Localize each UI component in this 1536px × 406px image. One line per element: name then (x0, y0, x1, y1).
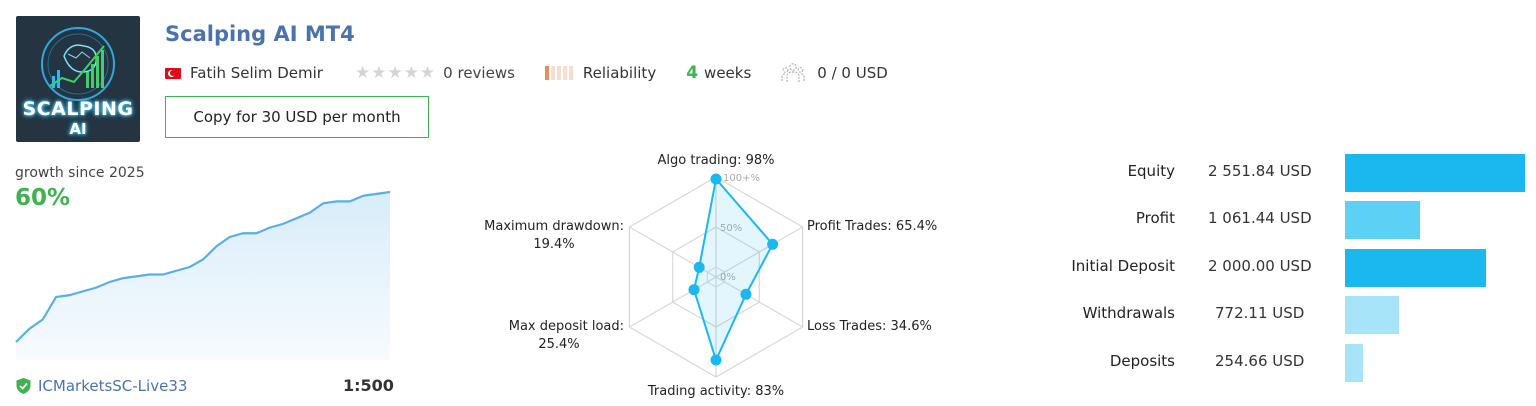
logo-text: SCALPING (22, 98, 134, 120)
broker-server[interactable]: ICMarketsSC-Live33 (15, 377, 187, 395)
radar-point-profit-trades[interactable] (767, 238, 779, 250)
radar-value-max-drawdown: 19.4% (533, 237, 574, 252)
balance-bar-equity (1345, 154, 1525, 192)
signal-meta-row: Fatih Selim Demir ★★★★★ 0 reviews Reliab… (165, 62, 888, 84)
logo-text-ai: AI (69, 120, 87, 138)
radar-axis-line (629, 276, 717, 328)
reliability-bars-icon (544, 66, 575, 80)
radar-scale-max: 100+% (723, 173, 760, 184)
signal-title[interactable]: Scalping AI MT4 (165, 22, 355, 46)
balance-label: Profit (1135, 209, 1175, 227)
radar-point-max-drawdown[interactable] (693, 261, 705, 273)
balance-value: 2 000.00 USD (1208, 257, 1312, 275)
radar-point-loss-trades[interactable] (740, 288, 752, 300)
weeks-label: weeks (704, 64, 752, 82)
balance-row-deposits: Deposits 254.66 USD (1040, 344, 1530, 382)
rating-stars-icon: ★★★★★ (354, 63, 437, 83)
balance-value: 1 061.44 USD (1208, 209, 1312, 227)
copy-subscribe-button[interactable]: Copy for 30 USD per month (165, 96, 429, 138)
turkey-flag-icon (165, 67, 181, 79)
brain-chart-icon (41, 27, 115, 101)
radar-chart: 100+% 50% 0% Algo trading: 98% Profit Tr… (484, 153, 937, 399)
reliability-label: Reliability (582, 64, 657, 82)
balance-label: Deposits (1109, 352, 1175, 370)
balance-value: 2 551.84 USD (1208, 162, 1312, 180)
radar-point-algo-trading[interactable] (710, 173, 722, 185)
radar-label-algo-trading: Algo trading: 98% (657, 153, 774, 168)
growth-label: growth since 2025 (15, 165, 145, 181)
balance-row-initial-deposit: Initial Deposit 2 000.00 USD (1040, 249, 1530, 287)
radar-label-profit-trades: Profit Trades: 65.4% (807, 219, 937, 234)
balance-bar-initial-deposit (1345, 249, 1487, 287)
server-name[interactable]: ICMarketsSC-Live33 (38, 377, 188, 395)
radar-point-max-deposit-load[interactable] (688, 284, 700, 296)
balance-value: 772.11 USD (1215, 304, 1305, 322)
subscribers-icon (781, 63, 805, 82)
growth-line (15, 190, 391, 343)
author-link[interactable]: Fatih Selim Demir (190, 64, 323, 82)
radar-series-area (692, 176, 774, 363)
radar-axis-line (715, 276, 803, 328)
balance-row-withdrawals: Withdrawals 772.11 USD (1040, 296, 1530, 334)
balance-value: 254.66 USD (1215, 352, 1305, 370)
balance-row-equity: Equity 2 551.84 USD (1040, 154, 1530, 192)
growth-value: 60% (15, 185, 71, 211)
radar-value-max-deposit-load: 25.4% (538, 337, 579, 352)
growth-area (16, 192, 390, 360)
radar-scale-mid: 50% (720, 223, 742, 234)
leverage-value: 1:500 (343, 376, 394, 395)
balance-label: Withdrawals (1082, 304, 1175, 322)
balance-bar-withdrawals (1345, 296, 1400, 334)
growth-chart[interactable] (0, 180, 400, 360)
radar-label-max-deposit-load: Max deposit load: (509, 319, 624, 334)
radar-scale-min: 0% (720, 272, 736, 283)
radar-label-trading-activity: Trading activity: 83% (647, 384, 784, 399)
radar-axis-line (715, 226, 803, 278)
radar-label-max-drawdown: Maximum drawdown: (484, 219, 624, 234)
balance-label: Equity (1127, 162, 1175, 180)
subscribers-funds: 0 / 0 USD (817, 64, 888, 82)
balance-label: Initial Deposit (1071, 257, 1175, 275)
radar-label-loss-trades: Loss Trades: 34.6% (807, 319, 932, 334)
balance-row-profit: Profit 1 061.44 USD (1040, 201, 1530, 239)
radar-grid-center (706, 266, 726, 288)
balance-bar-deposits (1345, 344, 1363, 382)
reviews-link[interactable]: 0 reviews (443, 64, 515, 82)
radar-point-trading-activity[interactable] (710, 354, 722, 366)
weeks-count: 4 (686, 63, 699, 83)
balance-bar-profit (1345, 201, 1420, 239)
signal-logo[interactable]: SCALPING AI (16, 16, 140, 142)
verified-shield-icon (16, 378, 31, 394)
